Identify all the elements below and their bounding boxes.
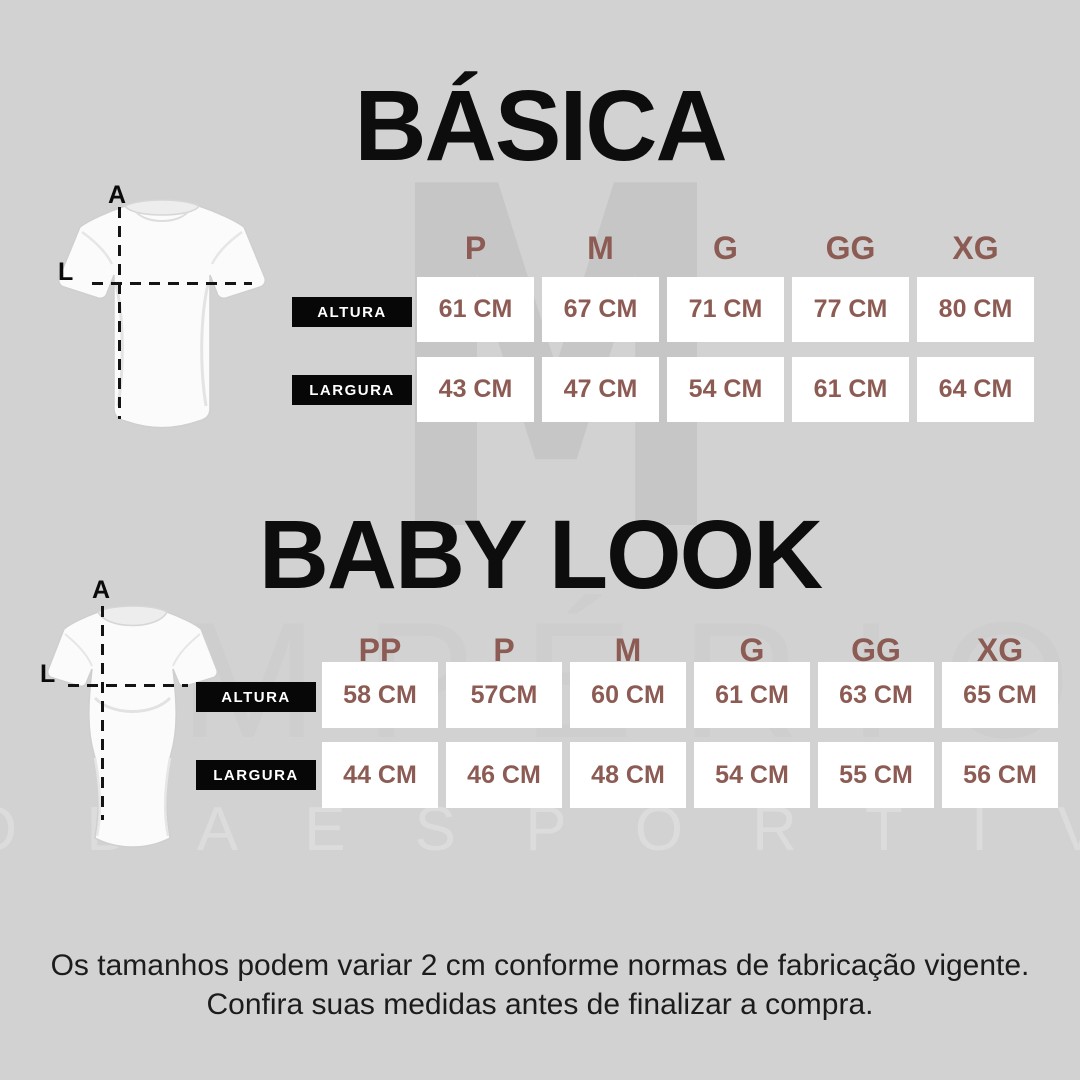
measurement-cell: 77 CM [792,277,909,342]
height-measure-letter-baby: A [92,576,111,604]
measurement-cell: 47 CM [542,357,659,422]
baby-look-size-header-row: PP P M G GG XG [322,628,1058,672]
baby-look-tshirt-image [35,600,230,857]
measurement-cell: 58 CM [322,662,438,728]
size-header-gg: GG [851,631,901,668]
basica-altura-row-label: ALTURA [292,297,412,327]
measurement-cell: 44 CM [322,742,438,808]
height-measure-line-baby [101,606,104,820]
baby-look-largura-row-label: LARGURA [196,760,316,790]
measurement-cell: 61 CM [694,662,810,728]
measurement-cell: 61 CM [792,357,909,422]
size-header-g: G [713,229,738,266]
tshirt-men-graphic [58,199,266,429]
width-measure-letter-baby: L [40,660,56,688]
brand-tagline-watermark: M O D A E S P O R T I V A [0,795,1080,864]
measurement-cell: 61 CM [417,277,534,342]
measurement-cell: 80 CM [917,277,1034,342]
size-header-xg: XG [952,229,999,266]
height-measure-line-basica [118,207,121,419]
baby-look-section-title: BABY LOOK [258,500,823,609]
size-header-p: P [464,229,487,266]
width-measure-line-baby [68,684,188,687]
measurement-cell: 57CM [446,662,562,728]
disclaimer-line-2: Confira suas medidas antes de finalizar … [206,988,874,1021]
measurement-cell: 43 CM [417,357,534,422]
size-disclaimer: Os tamanhos podem variar 2 cm conforme n… [0,946,1080,1024]
measurement-cell: 48 CM [570,742,686,808]
measurement-cell: 60 CM [570,662,686,728]
tshirt-women-graphic [47,605,218,848]
basica-largura-row-label: LARGURA [292,375,412,405]
disclaimer-line-1: Os tamanhos podem variar 2 cm conforme n… [50,949,1030,982]
basica-largura-row: 43 CM 47 CM 54 CM 61 CM 64 CM [417,357,1034,422]
baby-look-altura-row-label: ALTURA [196,682,316,712]
size-header-m: M [614,631,642,668]
measurement-cell: 54 CM [694,742,810,808]
measurement-cell: 65 CM [942,662,1058,728]
measurement-cell: 46 CM [446,742,562,808]
basica-section-title: BÁSICA [354,70,727,182]
width-measure-letter-basica: L [58,258,74,286]
measurement-cell: 64 CM [917,357,1034,422]
size-header-m: M [587,229,614,266]
measurement-cell: 67 CM [542,277,659,342]
basica-size-header-row: P M G GG XG [417,226,1034,270]
size-header-p: P [493,631,515,668]
size-header-pp: PP [358,631,402,668]
measurement-cell: 56 CM [942,742,1058,808]
measurement-cell: 54 CM [667,357,784,422]
measurement-cell: 71 CM [667,277,784,342]
measurement-cell: 55 CM [818,742,934,808]
measurement-cell: 63 CM [818,662,934,728]
size-header-xg: XG [976,631,1024,668]
size-header-gg: GG [825,229,876,266]
size-header-g: G [739,631,765,668]
basica-altura-row: 61 CM 67 CM 71 CM 77 CM 80 CM [417,277,1034,342]
basica-tshirt-image [52,194,272,435]
baby-look-largura-row: 44 CM 46 CM 48 CM 54 CM 55 CM 56 CM [322,742,1058,808]
baby-look-altura-row: 58 CM 57CM 60 CM 61 CM 63 CM 65 CM [322,662,1058,728]
width-measure-line-basica [92,282,252,285]
height-measure-letter-basica: A [108,181,127,209]
